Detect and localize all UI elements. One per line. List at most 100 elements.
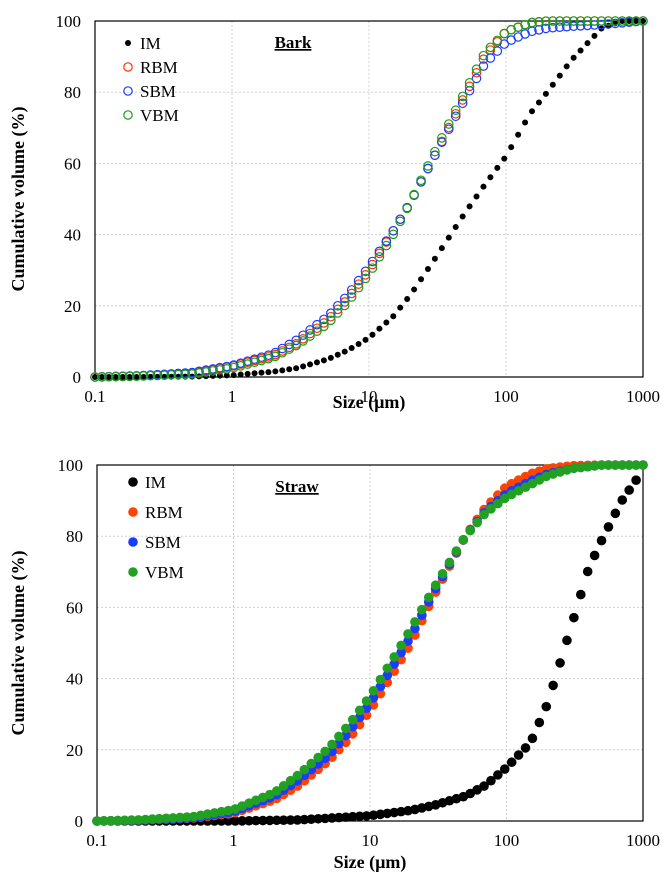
data-point [591,32,598,39]
data-point [554,22,565,32]
legend-marker [128,507,138,517]
data-point [527,17,537,28]
data-point [235,361,246,371]
legend-label: IM [140,34,161,53]
data-point [494,164,501,171]
series-vbm [90,16,648,382]
legend-marker [123,110,133,120]
data-point [319,314,329,325]
data-point [360,273,371,284]
data-point [450,105,461,116]
legend-label: SBM [140,82,176,101]
data-point [638,460,648,470]
y-tick-label: 60 [66,598,83,617]
data-point [161,813,171,824]
data-point [173,369,184,380]
data-point [298,330,308,341]
data-point [145,370,156,381]
data-point [457,98,468,109]
legend-label: RBM [145,503,183,522]
data-point [479,781,489,791]
data-point [450,111,461,122]
data-point [610,508,621,519]
data-point [230,372,237,379]
data-point [582,20,593,31]
data-point [548,680,558,691]
y-tick-label: 0 [75,812,84,831]
data-point [326,308,336,318]
data-point [263,353,274,364]
data-point [563,63,570,70]
data-point [353,279,364,289]
data-point [152,370,163,381]
data-point [438,245,445,252]
data-point [147,373,154,380]
data-point [256,355,267,366]
data-point [418,276,425,283]
data-point [92,816,102,826]
data-point [327,354,334,361]
x-tick-label: 10 [362,831,379,850]
data-point [237,371,244,378]
data-point [361,811,372,821]
data-point [443,124,454,135]
data-point [312,319,322,330]
data-point [562,635,572,646]
data-point [201,367,211,377]
data-point [445,234,452,241]
x-tick-label: 100 [494,831,520,850]
data-point [361,696,372,706]
x-tick-label: 0.1 [86,831,107,850]
data-point [410,617,420,627]
chart-panel-straw: 0.1 1 10 100 1000 0 20 40 60 80 100 Size (µm) Cumula… [8,456,660,873]
data-point [92,374,98,380]
data-point [423,161,433,171]
data-point [376,325,383,332]
data-point [506,757,517,768]
data-point [382,663,393,674]
data-point [182,812,192,822]
data-point [589,20,600,30]
data-point [117,371,128,382]
data-point [390,313,397,320]
data-point [582,16,593,26]
data-point [251,370,258,377]
data-point [457,91,468,102]
data-point [450,108,461,119]
data-point [300,363,307,370]
data-point [306,814,317,824]
data-point [603,522,614,532]
data-point [478,50,489,61]
data-point [535,99,542,106]
data-point [112,374,119,380]
data-point [568,16,579,26]
data-point [147,814,158,824]
data-point [556,72,563,79]
data-point [486,775,496,786]
legend-marker [128,477,138,487]
data-point [548,16,558,26]
data-point [97,372,107,382]
data-point [554,16,565,26]
data-point [534,17,544,27]
panel-title: Straw [275,477,319,496]
data-point [375,674,386,685]
legend: IM RBM SBM VBM [128,473,184,582]
data-point [90,372,100,382]
data-point [520,743,531,753]
data-point [388,225,399,236]
data-point [355,340,362,347]
data-point [105,374,112,380]
data-point [215,365,225,375]
data-point [312,323,322,334]
data-point [326,315,336,326]
data-point [111,371,121,382]
data-point [577,47,584,54]
data-point [291,340,301,351]
y-tick-label: 40 [66,670,83,689]
data-point [271,815,282,826]
data-point [402,203,412,214]
data-point [522,119,529,126]
data-point [430,146,440,157]
y-tick-label: 60 [64,154,81,173]
